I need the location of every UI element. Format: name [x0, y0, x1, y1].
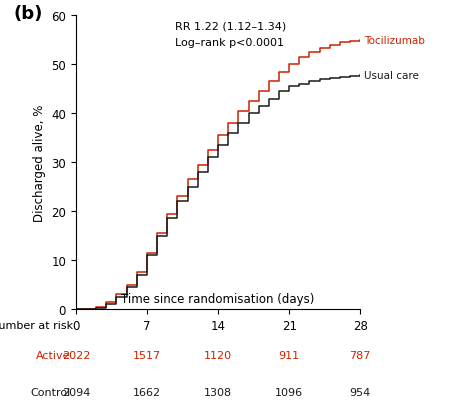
Text: Number at risk: Number at risk [0, 320, 73, 330]
Text: 1662: 1662 [133, 387, 161, 397]
Text: (b): (b) [13, 4, 43, 22]
Text: Time since randomisation (days): Time since randomisation (days) [121, 292, 315, 306]
Text: Log–rank p<0.0001: Log–rank p<0.0001 [175, 38, 284, 48]
Text: Usual care: Usual care [365, 71, 419, 81]
Text: Control: Control [30, 387, 71, 397]
Text: 787: 787 [349, 351, 371, 360]
Text: 1120: 1120 [204, 351, 232, 360]
Text: 1308: 1308 [204, 387, 232, 397]
Text: 2094: 2094 [62, 387, 90, 397]
Text: 954: 954 [350, 387, 371, 397]
Text: 1517: 1517 [133, 351, 161, 360]
Text: Tocilizumab: Tocilizumab [365, 36, 425, 46]
Text: RR 1.22 (1.12–1.34): RR 1.22 (1.12–1.34) [175, 21, 287, 31]
Text: 911: 911 [279, 351, 300, 360]
Text: 1096: 1096 [275, 387, 303, 397]
Text: Active: Active [36, 351, 71, 360]
Y-axis label: Discharged alive, %: Discharged alive, % [33, 104, 46, 221]
Text: 2022: 2022 [62, 351, 90, 360]
